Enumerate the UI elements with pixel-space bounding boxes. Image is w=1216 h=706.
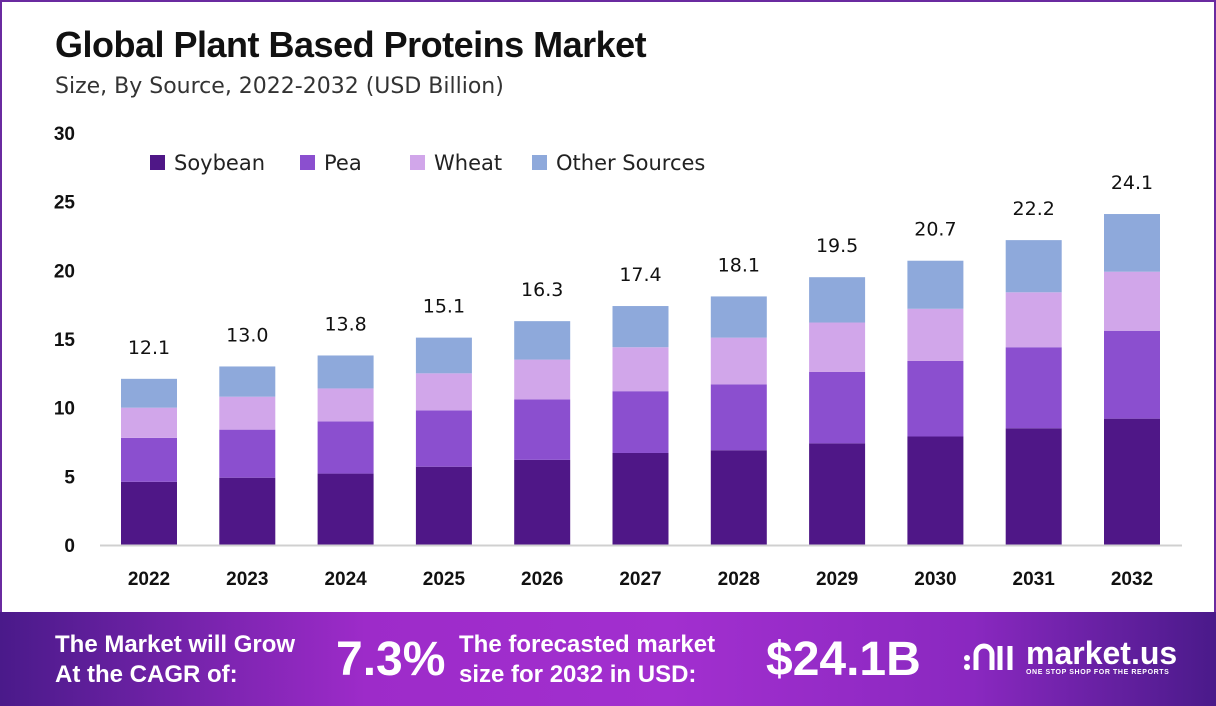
bar-segment-wheat bbox=[121, 407, 177, 438]
bar-segment-pea bbox=[1104, 330, 1160, 419]
x-tick-label: 2023 bbox=[226, 569, 268, 590]
bar-segment-soybean bbox=[219, 477, 276, 545]
legend-label: Pea bbox=[324, 151, 362, 175]
x-tick-label: 2022 bbox=[128, 569, 170, 590]
bar-segment-other-sources bbox=[121, 378, 177, 408]
x-tick-label: 2027 bbox=[619, 569, 661, 590]
bar-segment-pea bbox=[809, 371, 866, 444]
bar-segment-soybean bbox=[710, 450, 767, 545]
legend-swatch bbox=[150, 155, 165, 170]
y-tick-label: 25 bbox=[54, 193, 76, 214]
bar-segment-soybean bbox=[317, 473, 374, 545]
y-tick-label: 0 bbox=[64, 536, 75, 557]
chart-subtitle: Size, By Source, 2022-2032 (USD Billion) bbox=[55, 74, 504, 99]
total-data-label: 20.7 bbox=[914, 219, 956, 241]
forecast-label-line1: The forecasted market bbox=[459, 631, 716, 658]
legend-swatch bbox=[300, 155, 315, 170]
forecast-value: $24.1B bbox=[766, 633, 921, 686]
bar-segment-wheat bbox=[907, 308, 964, 361]
bar-segment-other-sources bbox=[219, 366, 276, 397]
bar-segment-other-sources bbox=[612, 306, 669, 348]
logo-tagline: ONE STOP SHOP FOR THE REPORTS bbox=[1026, 668, 1170, 676]
cagr-label-line2: At the CAGR of: bbox=[55, 661, 238, 688]
bar-segment-pea bbox=[710, 384, 767, 451]
bar-segment-other-sources bbox=[710, 296, 767, 338]
bar-segment-soybean bbox=[1005, 428, 1062, 545]
bar-segment-wheat bbox=[612, 347, 669, 392]
total-data-label: 19.5 bbox=[816, 235, 858, 257]
x-tick-label: 2024 bbox=[324, 569, 367, 590]
bar-segment-pea bbox=[121, 437, 177, 482]
bar-segment-other-sources bbox=[1104, 214, 1160, 272]
x-tick-label: 2025 bbox=[423, 569, 466, 590]
bar-segment-pea bbox=[415, 410, 472, 467]
forecast-label-line2: size for 2032 in USD: bbox=[459, 661, 697, 688]
bar-segment-other-sources bbox=[415, 337, 472, 374]
stacked-bar-chart: 05101520253012.1202213.0202313.8202415.1… bbox=[54, 124, 1182, 590]
bar-segment-wheat bbox=[809, 322, 866, 372]
bar-segment-soybean bbox=[1104, 418, 1160, 545]
total-data-label: 15.1 bbox=[423, 296, 465, 318]
x-tick-label: 2030 bbox=[914, 569, 956, 590]
bar-segment-soybean bbox=[121, 481, 177, 545]
chart-title: Global Plant Based Proteins Market bbox=[55, 24, 647, 65]
bar-segment-other-sources bbox=[809, 277, 866, 323]
x-tick-label: 2032 bbox=[1111, 569, 1153, 590]
y-tick-label: 15 bbox=[54, 330, 76, 351]
logo-name: market.us bbox=[1026, 634, 1178, 671]
legend-label: Wheat bbox=[434, 151, 502, 175]
cagr-label: The Market will Grow At the CAGR of: bbox=[55, 630, 295, 690]
total-data-label: 18.1 bbox=[718, 254, 760, 276]
bar-segment-pea bbox=[317, 421, 374, 474]
footer-banner: The Market will Grow At the CAGR of: 7.3… bbox=[0, 612, 1216, 706]
total-data-label: 13.8 bbox=[324, 313, 366, 335]
bar-segment-wheat bbox=[415, 373, 472, 411]
market-us-logo: market.us ONE STOP SHOP FOR THE REPORTS bbox=[962, 636, 1177, 676]
x-tick-label: 2026 bbox=[521, 569, 563, 590]
legend-label: Other Sources bbox=[556, 151, 705, 175]
y-tick-label: 20 bbox=[54, 261, 75, 282]
bar-segment-wheat bbox=[317, 388, 374, 422]
total-data-label: 13.0 bbox=[226, 324, 268, 346]
total-data-label: 16.3 bbox=[521, 279, 563, 301]
total-data-label: 24.1 bbox=[1111, 172, 1153, 194]
bar-segment-soybean bbox=[907, 436, 964, 545]
bar-segment-soybean bbox=[514, 459, 571, 545]
y-tick-label: 5 bbox=[64, 467, 75, 488]
bar-segment-soybean bbox=[809, 443, 866, 545]
legend-swatch bbox=[410, 155, 425, 170]
bar-segment-wheat bbox=[219, 396, 276, 430]
bar-segment-pea bbox=[907, 360, 964, 437]
cagr-value: 7.3% bbox=[336, 633, 446, 686]
bar-segment-other-sources bbox=[1005, 240, 1062, 293]
bar-segment-other-sources bbox=[907, 260, 964, 309]
x-tick-label: 2029 bbox=[816, 569, 858, 590]
x-tick-label: 2031 bbox=[1013, 569, 1056, 590]
total-data-label: 12.1 bbox=[128, 337, 170, 359]
cagr-label-line1: The Market will Grow bbox=[55, 631, 296, 658]
bar-segment-pea bbox=[1005, 347, 1062, 429]
bar-segment-wheat bbox=[1005, 292, 1062, 348]
bar-segment-wheat bbox=[1104, 271, 1160, 331]
bar-segment-pea bbox=[514, 399, 571, 460]
bar-segment-other-sources bbox=[514, 321, 571, 360]
y-tick-label: 30 bbox=[54, 124, 75, 145]
bar-segment-other-sources bbox=[317, 355, 374, 389]
legend-label: Soybean bbox=[174, 151, 265, 175]
legend-swatch bbox=[532, 155, 547, 170]
logo-mark-icon bbox=[964, 643, 1013, 670]
total-data-label: 22.2 bbox=[1013, 198, 1055, 220]
bar-segment-soybean bbox=[612, 452, 669, 545]
y-tick-label: 10 bbox=[54, 399, 75, 420]
bar-segment-pea bbox=[612, 391, 669, 453]
bar-segment-wheat bbox=[514, 359, 571, 400]
bar-segment-soybean bbox=[415, 466, 472, 545]
x-tick-label: 2028 bbox=[718, 569, 760, 590]
total-data-label: 17.4 bbox=[619, 264, 661, 286]
forecast-label: The forecasted market size for 2032 in U… bbox=[459, 630, 715, 690]
bar-segment-pea bbox=[219, 429, 276, 478]
bar-segment-wheat bbox=[710, 337, 767, 385]
